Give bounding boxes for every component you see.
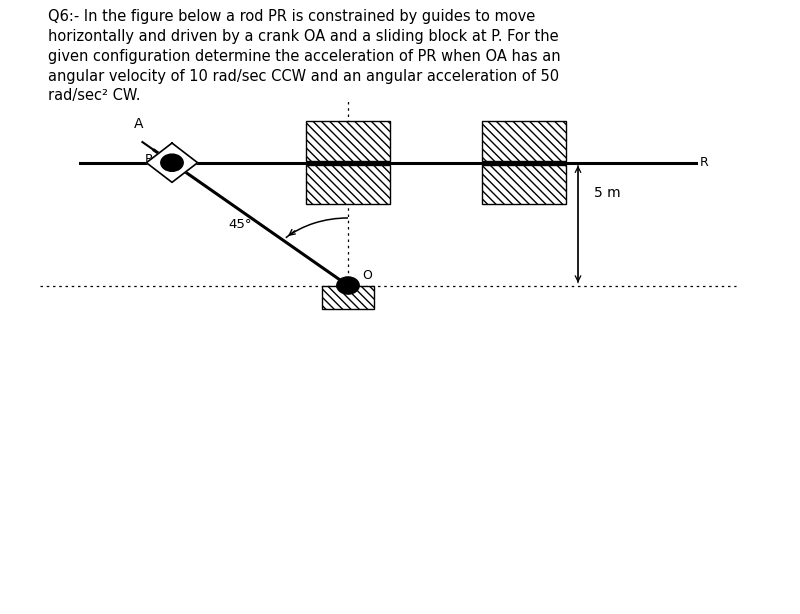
- Text: R: R: [700, 156, 709, 169]
- Text: 45°: 45°: [229, 217, 252, 231]
- Circle shape: [161, 154, 183, 171]
- Bar: [482, 165, 566, 204]
- Circle shape: [337, 277, 359, 294]
- Text: A: A: [134, 117, 143, 131]
- Text: Q6:- In the figure below a rod PR is constrained by guides to move
horizontally : Q6:- In the figure below a rod PR is con…: [48, 9, 561, 103]
- Polygon shape: [146, 143, 198, 182]
- Bar: [306, 121, 390, 161]
- Bar: [306, 165, 390, 204]
- Text: 5 m: 5 m: [594, 187, 621, 200]
- Text: O: O: [362, 270, 372, 282]
- Text: P: P: [145, 153, 152, 166]
- Bar: [322, 286, 374, 309]
- Bar: [482, 121, 566, 161]
